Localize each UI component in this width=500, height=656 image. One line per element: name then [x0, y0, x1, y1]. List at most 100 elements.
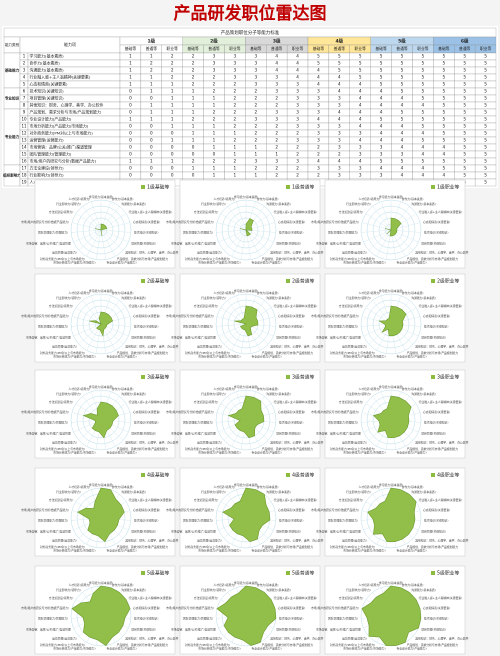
radar-axis-label: 人才培养(领导力): [214, 485, 236, 489]
row-value: 5: [484, 89, 487, 94]
row-value: 5: [442, 166, 445, 171]
radar-axis-label: 行业融入感+主人翁精神(关键要素): [419, 304, 463, 308]
row-value: 1: [129, 61, 132, 66]
row-value: 5: [401, 110, 404, 115]
row-value: 4: [380, 89, 383, 94]
level-header: 2级: [210, 38, 218, 45]
row-value: 1: [171, 159, 174, 164]
row-value: 1: [213, 124, 216, 129]
radar-axis-label: 行业影响力(领导力): [346, 202, 371, 206]
row-number: 8: [23, 103, 26, 108]
row-value: 2: [213, 89, 216, 94]
row-value: 5: [463, 131, 466, 136]
radar-title: 1级基础等: [147, 184, 169, 191]
row-value: 5: [463, 124, 466, 129]
row-value: 5: [422, 117, 425, 122]
row-value: 5: [442, 54, 445, 59]
radar-axis-label: 人才培养(领导力): [69, 583, 91, 587]
radar-axis-label: 运营管理(运营能力): [52, 250, 77, 254]
row-value: 2: [192, 61, 195, 66]
radar-axis-label: 学习能力(基本素质): [379, 581, 404, 585]
radar-axis-label: 方法论建设(领导力): [339, 304, 364, 308]
radar-axis-label: 对外商务能力(PM对以上与市场能力): [330, 257, 375, 261]
radar-axis-label: 市场分析能力(产品能力/市场能力): [198, 647, 240, 651]
radar-axis-label: 其他知识：财务、心理学、美学、办公软件: [125, 538, 178, 542]
row-value: 1: [150, 82, 153, 87]
row-value: 3: [359, 145, 362, 150]
radar-spoke: [71, 229, 102, 233]
row-value: 5: [442, 68, 445, 73]
row-value: 0: [150, 166, 153, 171]
radar-axis-label: 方法论建设(领导力): [194, 400, 219, 404]
radar-axis-label: 专业设计能力(产品能力): [251, 451, 281, 455]
row-value: 1: [192, 103, 195, 108]
row-value: 5: [484, 180, 487, 185]
row-value: 3: [213, 54, 216, 59]
radar-axis-label: 市场分析能力(产品能力/市场能力): [53, 647, 95, 651]
row-value: 5: [484, 110, 487, 115]
row-value: 4: [401, 138, 404, 143]
radar-axis-label: 学习能力(基本素质): [379, 483, 404, 487]
radar-axis-label: 市场营销：品牌/公关/推广/渠道管理: [171, 431, 216, 435]
row-number: 7: [23, 96, 26, 101]
legend-swatch: [286, 185, 290, 189]
radar-axis-label: 运营管理(运营能力): [342, 344, 367, 348]
radar-axis-label: 市场营销：品牌/公关/推广/渠道管理: [26, 529, 71, 533]
row-number: 5: [23, 82, 26, 87]
row-value: 5: [338, 68, 341, 73]
row-value: 0: [150, 145, 153, 150]
row-value: 3: [338, 131, 341, 136]
row-value: 5: [484, 117, 487, 122]
row-value: 0: [129, 173, 132, 178]
row-value: 4: [338, 82, 341, 87]
row-value: 4: [359, 117, 362, 122]
row-value: 5: [422, 61, 425, 66]
row-value: 0: [171, 173, 174, 178]
radar-area: [77, 487, 125, 543]
radar-axis-label: 其他知识：财务、心理学、美学、办公软件: [415, 250, 468, 254]
row-value: 4: [380, 138, 383, 143]
radar-axis-label: 沟通能力(基本素质): [266, 202, 291, 206]
row-value: 1: [254, 145, 257, 150]
row-value: 1: [171, 96, 174, 101]
radar-axis-label: 方法论建设(领导力): [339, 498, 364, 502]
row-number: 15: [21, 152, 27, 157]
radar-axis-label: 沟通能力(基本素质): [266, 392, 291, 396]
row-value: 5: [442, 159, 445, 164]
row-value: 5: [484, 159, 487, 164]
row-value: 4: [359, 96, 362, 101]
row-value: 1: [213, 103, 216, 108]
row-name: 行业影响力(领导力): [30, 173, 65, 178]
radar-axis-label: 心态和情商(关键要素): [278, 606, 305, 610]
radar-axis-label: 项目管理(关键知识): [131, 335, 156, 339]
legend-swatch: [431, 279, 435, 283]
row-value: 3: [317, 110, 320, 115]
radar-axis-label: 行业融入感+主人翁精神(关键要素): [419, 498, 463, 502]
radar-axis-label: 行业融入感+主人翁精神(关键要素): [129, 210, 173, 214]
row-value: 5: [401, 54, 404, 59]
radar-title: 2级普通等: [292, 278, 314, 285]
radar-axis-label: 学习能力(基本素质): [379, 195, 404, 199]
row-value: 5: [380, 75, 383, 80]
radar-axis-label: 心态和情商(关键要素): [278, 508, 305, 512]
row-value: 4: [317, 75, 320, 80]
row-value: 4: [442, 145, 445, 150]
row-value: 5: [401, 61, 404, 66]
row-value: 1: [150, 103, 153, 108]
radar-axis-label: 专业设计能力(产品能力): [251, 261, 281, 265]
sublevel-header: 普通等: [146, 46, 158, 51]
legend-swatch: [431, 571, 435, 575]
row-value: 5: [401, 117, 404, 122]
row-value: 2: [213, 117, 216, 122]
radar-axis-label: 产品规划、需求分析与市场/产品规划能力: [117, 545, 168, 549]
radar-title: 5级职业等: [437, 570, 459, 577]
radar-title: 5级普通等: [292, 570, 314, 577]
radar-axis-label: 对外商务能力(PM对以上与市场能力): [330, 447, 375, 451]
legend-swatch: [286, 375, 290, 379]
radar-axis-label: 团队管理能力(管理能力): [328, 231, 358, 235]
sublevel-header: 职业等: [292, 46, 304, 51]
row-name: 专业设计能力(产品能力): [30, 117, 72, 122]
radar-axis-label: 市场分析能力(产品能力/市场能力): [343, 451, 385, 455]
radar-axis-label: 学习能力(基本素质): [234, 195, 259, 199]
row-value: 4: [359, 89, 362, 94]
